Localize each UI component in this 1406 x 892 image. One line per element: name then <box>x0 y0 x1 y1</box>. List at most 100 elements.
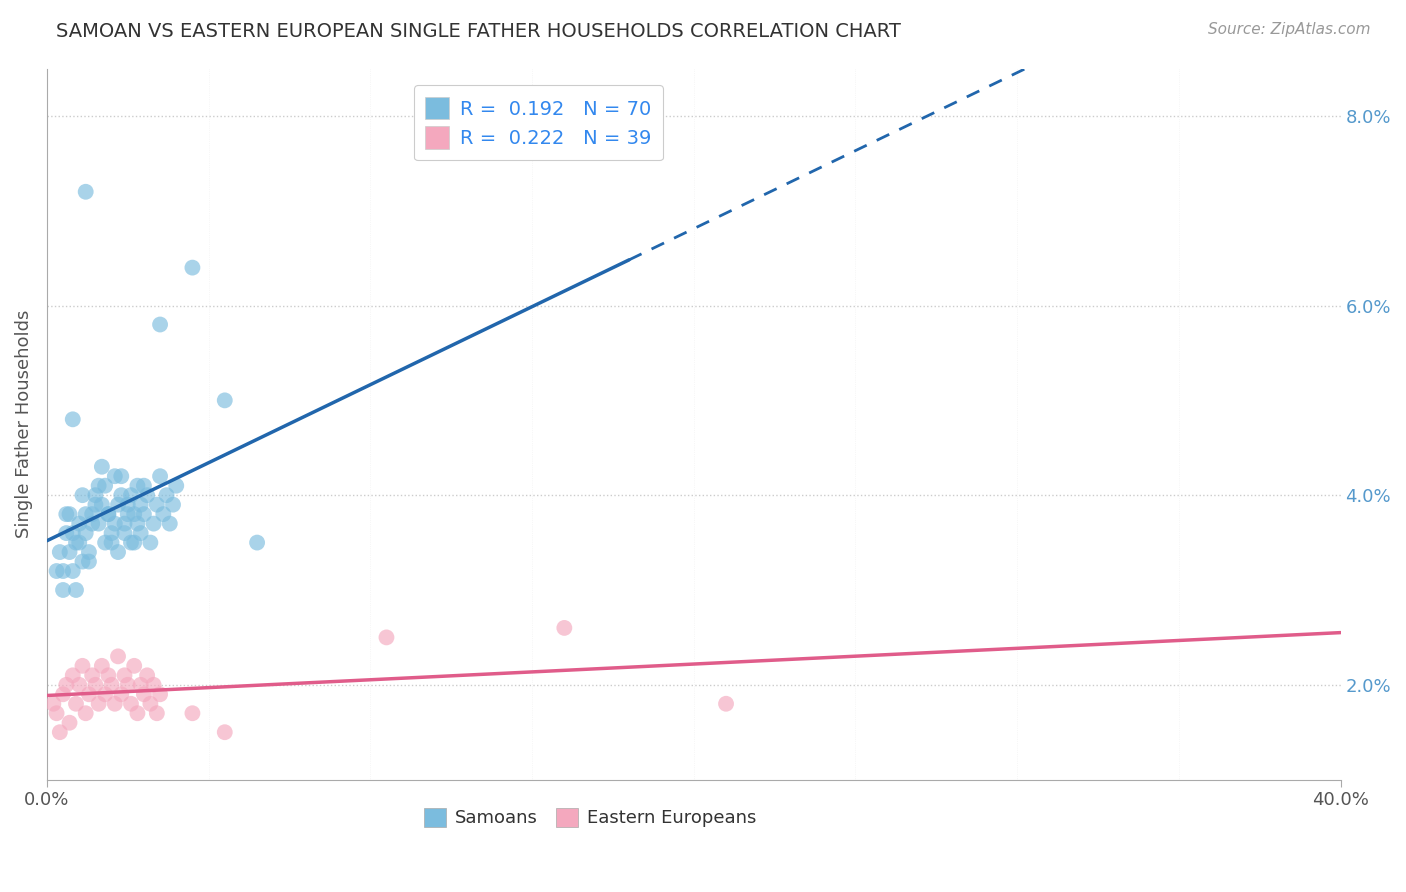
Point <box>52 564 75 578</box>
Point <box>129 498 152 512</box>
Point <box>110 687 132 701</box>
Point <box>97 507 120 521</box>
Point <box>100 526 122 541</box>
Point <box>181 706 204 721</box>
Point <box>65 697 87 711</box>
Point <box>49 545 72 559</box>
Point <box>114 526 136 541</box>
Point <box>84 488 107 502</box>
Point <box>117 498 139 512</box>
Point <box>84 678 107 692</box>
Point <box>100 535 122 549</box>
Point <box>214 393 236 408</box>
Point <box>246 535 269 549</box>
Point <box>104 469 127 483</box>
Point <box>114 668 136 682</box>
Point <box>65 535 87 549</box>
Point <box>77 545 100 559</box>
Point <box>67 535 90 549</box>
Point <box>75 526 97 541</box>
Point <box>117 507 139 521</box>
Point <box>117 678 139 692</box>
Point <box>72 555 94 569</box>
Point <box>214 725 236 739</box>
Point <box>82 516 104 531</box>
Point <box>127 706 149 721</box>
Point <box>132 507 155 521</box>
Point <box>120 535 142 549</box>
Point <box>139 697 162 711</box>
Point <box>77 555 100 569</box>
Point <box>72 658 94 673</box>
Point <box>152 507 174 521</box>
Point <box>67 516 90 531</box>
Point <box>110 488 132 502</box>
Point <box>104 697 127 711</box>
Point <box>149 469 172 483</box>
Point <box>82 507 104 521</box>
Point <box>62 668 84 682</box>
Text: SAMOAN VS EASTERN EUROPEAN SINGLE FATHER HOUSEHOLDS CORRELATION CHART: SAMOAN VS EASTERN EUROPEAN SINGLE FATHER… <box>56 22 901 41</box>
Point <box>139 535 162 549</box>
Point <box>45 564 67 578</box>
Point <box>55 678 77 692</box>
Point <box>82 668 104 682</box>
Point <box>90 459 112 474</box>
Point <box>67 678 90 692</box>
Legend: Samoans, Eastern Europeans: Samoans, Eastern Europeans <box>418 801 763 835</box>
Text: Source: ZipAtlas.com: Source: ZipAtlas.com <box>1208 22 1371 37</box>
Point <box>120 488 142 502</box>
Point <box>142 678 165 692</box>
Point <box>49 725 72 739</box>
Point <box>120 697 142 711</box>
Point <box>127 516 149 531</box>
Point <box>52 582 75 597</box>
Point <box>136 488 159 502</box>
Point <box>42 697 65 711</box>
Point <box>162 498 184 512</box>
Point <box>62 412 84 426</box>
Point <box>55 507 77 521</box>
Point <box>132 479 155 493</box>
Point <box>55 526 77 541</box>
Point <box>107 545 129 559</box>
Point <box>94 687 117 701</box>
Point <box>375 631 398 645</box>
Point <box>75 507 97 521</box>
Point <box>84 498 107 512</box>
Point <box>127 479 149 493</box>
Point <box>90 498 112 512</box>
Point <box>122 507 145 521</box>
Point <box>104 516 127 531</box>
Point <box>136 668 159 682</box>
Point <box>159 516 181 531</box>
Point <box>165 479 187 493</box>
Point <box>149 687 172 701</box>
Point <box>149 318 172 332</box>
Point <box>58 715 80 730</box>
Point <box>75 706 97 721</box>
Point <box>100 678 122 692</box>
Point <box>114 516 136 531</box>
Point <box>87 516 110 531</box>
Point <box>77 687 100 701</box>
Point <box>107 649 129 664</box>
Point <box>65 582 87 597</box>
Point <box>553 621 575 635</box>
Point <box>129 678 152 692</box>
Point <box>122 535 145 549</box>
Point <box>75 185 97 199</box>
Point <box>122 658 145 673</box>
Point <box>94 479 117 493</box>
Point <box>62 526 84 541</box>
Point <box>155 488 177 502</box>
Point <box>714 697 737 711</box>
Point <box>90 658 112 673</box>
Point <box>87 479 110 493</box>
Point <box>62 564 84 578</box>
Point <box>87 697 110 711</box>
Point <box>97 668 120 682</box>
Point <box>97 507 120 521</box>
Point <box>146 498 169 512</box>
Point <box>45 706 67 721</box>
